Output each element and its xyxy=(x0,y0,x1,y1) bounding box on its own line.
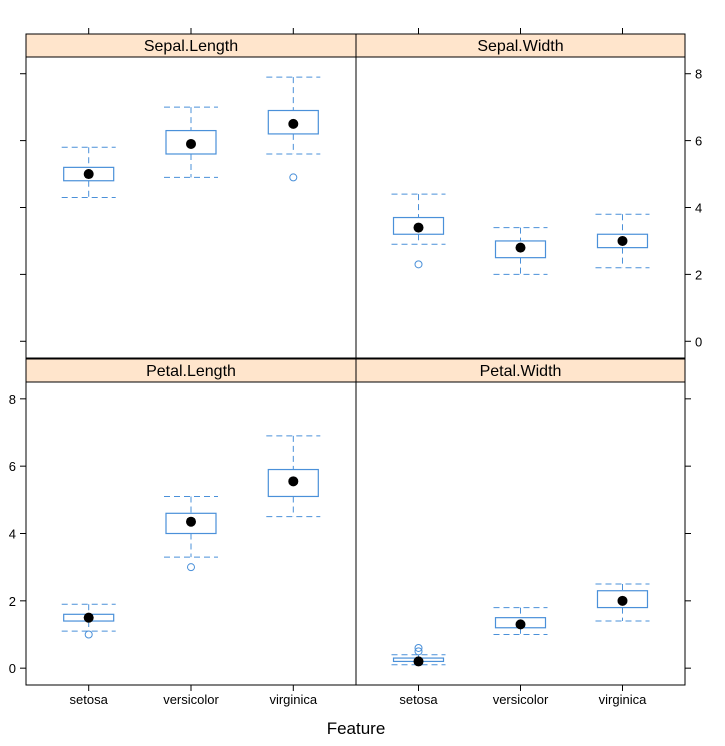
median-dot-petal-length-versicolor xyxy=(186,516,196,527)
iqr-box-petal-length-virginica xyxy=(267,468,319,498)
y-tick-label-left-0: 0 xyxy=(9,661,16,676)
strip-label-petal-length: Petal.Length xyxy=(146,363,236,380)
iqr-box-petal-length-versicolor xyxy=(165,512,217,535)
iqr-box-petal-width-virginica xyxy=(596,590,649,609)
y-tick-label-right-4: 4 xyxy=(695,201,702,216)
box-sepal-width-versicolor xyxy=(493,227,548,275)
box-sepal-length-virginica xyxy=(266,76,321,182)
median-dot-petal-width-virginica xyxy=(617,595,628,606)
y-tick-label-left-8: 8 xyxy=(9,392,16,407)
x-tick-label-col0-versicolor: versicolor xyxy=(163,692,219,707)
strip-label-petal-width: Petal.Width xyxy=(480,363,562,380)
iqr-box-sepal-length-versicolor xyxy=(165,129,217,155)
median-dot-sepal-length-versicolor xyxy=(186,138,196,149)
x-axis-title: Feature xyxy=(327,719,386,738)
x-tick-label-col0-virginica: virginica xyxy=(269,692,317,707)
box-petal-width-versicolor xyxy=(493,607,548,635)
box-sepal-length-versicolor xyxy=(164,106,218,178)
y-tick-label-right-0: 0 xyxy=(695,334,702,349)
box-petal-width-virginica xyxy=(595,583,650,622)
axes-layer: 0 2 4 6 8 0 2 4 6 8 setosa versicolor virginica setos… xyxy=(9,28,702,707)
median-dot-petal-width-setosa xyxy=(413,656,424,667)
panel-border-sepal-length xyxy=(25,56,357,359)
panels-layer: Sepal.Length Sepal.Width Petal.Length Petal… xyxy=(25,33,686,686)
median-dot-petal-length-virginica xyxy=(288,476,299,487)
panel-petal-width: Petal.Width xyxy=(355,358,686,686)
iqr-box-sepal-length-virginica xyxy=(267,109,319,135)
iqr-box-sepal-width-setosa xyxy=(392,216,445,235)
outlier-point-petal-width-setosa-0 xyxy=(414,647,423,656)
y-tick-label-left-2: 2 xyxy=(9,594,16,609)
box-sepal-width-setosa xyxy=(391,193,446,269)
outlier-point-sepal-length-virginica-0 xyxy=(289,173,298,182)
panel-petal-length: Petal.Length xyxy=(25,358,357,686)
iqr-box-sepal-length-setosa xyxy=(63,166,115,182)
panel-sepal-length: Sepal.Length xyxy=(25,33,357,359)
box-sepal-width-virginica xyxy=(595,213,650,269)
x-tick-label-col1-virginica: virginica xyxy=(599,692,647,707)
box-sepal-length-setosa xyxy=(61,146,116,198)
y-tick-label-right-6: 6 xyxy=(695,134,702,149)
x-tick-label-col1-setosa: setosa xyxy=(399,692,438,707)
x-tick-label-col1-versicolor: versicolor xyxy=(493,692,549,707)
median-dot-sepal-width-versicolor xyxy=(515,242,526,253)
strip-label-sepal-length: Sepal.Length xyxy=(144,38,238,55)
y-tick-label-left-4: 4 xyxy=(9,527,16,542)
y-tick-label-left-6: 6 xyxy=(9,459,16,474)
median-dot-petal-length-setosa xyxy=(83,612,94,623)
iqr-box-sepal-width-virginica xyxy=(596,233,649,249)
box-petal-length-setosa xyxy=(61,603,116,639)
strip-label-sepal-width: Sepal.Width xyxy=(477,38,563,55)
outlier-point-sepal-width-setosa-0 xyxy=(414,260,423,269)
median-dot-sepal-width-virginica xyxy=(617,235,628,246)
box-petal-length-versicolor xyxy=(164,495,218,572)
outlier-point-petal-length-setosa-0 xyxy=(84,630,93,639)
x-tick-label-col0-setosa: setosa xyxy=(70,692,109,707)
median-dot-petal-width-versicolor xyxy=(515,619,526,630)
y-tick-label-right-2: 2 xyxy=(695,267,702,282)
median-dot-sepal-length-virginica xyxy=(288,118,299,129)
panel-sepal-width: Sepal.Width xyxy=(355,33,686,359)
median-dot-sepal-width-setosa xyxy=(413,222,424,233)
iqr-box-sepal-width-versicolor xyxy=(494,240,547,259)
panel-border-petal-width xyxy=(355,381,686,686)
panel-border-sepal-width xyxy=(355,56,686,359)
median-dot-sepal-length-setosa xyxy=(83,169,94,180)
outlier-point-petal-length-versicolor-0 xyxy=(187,563,195,572)
outlier-point-petal-width-setosa-1 xyxy=(414,643,423,652)
y-tick-label-right-8: 8 xyxy=(695,67,702,82)
box-petal-width-setosa xyxy=(391,643,446,667)
box-petal-length-virginica xyxy=(266,435,321,518)
